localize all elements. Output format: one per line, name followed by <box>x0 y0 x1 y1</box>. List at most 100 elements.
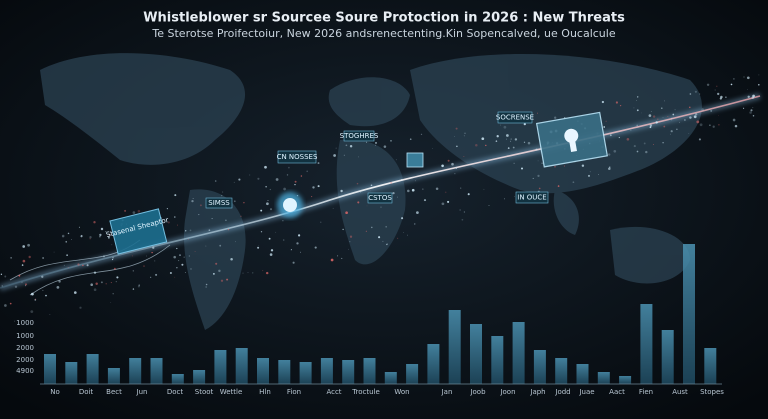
particle <box>30 310 34 313</box>
particle <box>131 255 133 257</box>
particle <box>684 119 686 121</box>
particle <box>115 281 117 283</box>
particle <box>716 85 718 87</box>
particle <box>390 140 392 142</box>
particle <box>360 192 361 193</box>
particle <box>56 286 60 289</box>
bar <box>44 354 56 384</box>
particle <box>112 293 114 295</box>
particle <box>432 148 433 149</box>
particle <box>34 299 37 301</box>
x-axis-label: Juae <box>578 388 594 396</box>
particle <box>185 230 187 232</box>
particle <box>513 196 515 198</box>
particle <box>718 124 720 126</box>
particle <box>265 271 269 275</box>
particle <box>67 232 70 235</box>
particle <box>407 234 408 236</box>
particle <box>608 167 611 170</box>
particle <box>257 246 260 249</box>
x-axis-label: Won <box>394 388 409 396</box>
x-axis-label: Wettle <box>220 388 243 396</box>
particle <box>752 115 755 117</box>
particle <box>191 199 194 203</box>
particle <box>696 120 700 124</box>
particle <box>243 201 245 204</box>
particle <box>672 113 675 116</box>
particle <box>523 122 526 126</box>
particle <box>504 198 506 200</box>
particle <box>535 148 538 151</box>
particle <box>420 133 423 136</box>
particle <box>198 214 200 216</box>
particle <box>283 187 286 191</box>
particle <box>105 231 107 233</box>
particle <box>688 133 690 134</box>
bar <box>171 374 184 384</box>
bar <box>533 350 546 384</box>
particle <box>752 107 754 109</box>
particle <box>643 142 646 145</box>
particle <box>475 143 478 147</box>
particle <box>749 111 752 114</box>
particle <box>100 227 104 231</box>
particle <box>349 241 351 243</box>
particle <box>589 171 591 173</box>
particle <box>456 145 458 148</box>
particle <box>95 282 98 286</box>
particle <box>664 100 665 102</box>
map-label: CN NOSSES <box>277 153 318 161</box>
particle <box>615 101 618 104</box>
particle <box>79 306 82 309</box>
particle <box>649 124 653 127</box>
tag-box <box>205 197 233 209</box>
particle <box>65 241 67 243</box>
y-axis-label: 2000 <box>16 356 34 364</box>
particle <box>189 229 192 232</box>
particle <box>523 141 526 143</box>
particle <box>108 236 110 239</box>
particle <box>174 216 176 218</box>
particle <box>514 138 518 141</box>
particle <box>581 164 585 167</box>
particle <box>25 285 27 287</box>
particle <box>286 174 289 176</box>
map-label: SIMSS <box>208 199 230 207</box>
bar <box>470 324 482 384</box>
particle <box>188 238 189 240</box>
particle <box>31 292 34 296</box>
particle <box>390 181 393 184</box>
particle <box>609 166 611 168</box>
particle <box>497 119 498 120</box>
particle <box>265 186 267 188</box>
particle <box>332 207 334 209</box>
particle <box>626 137 630 141</box>
particle <box>220 279 224 282</box>
particle <box>572 181 575 184</box>
particle <box>181 263 184 266</box>
particle <box>167 221 170 224</box>
particle <box>601 100 605 104</box>
tag-box <box>515 191 549 204</box>
particle <box>290 249 292 250</box>
particle <box>693 115 697 119</box>
bar <box>406 364 419 384</box>
bar <box>235 348 248 384</box>
particle <box>532 177 534 179</box>
particle <box>662 141 664 144</box>
particle <box>758 84 760 86</box>
particle <box>447 159 450 162</box>
particle <box>485 144 487 147</box>
particle <box>699 93 701 95</box>
particle <box>184 272 186 274</box>
particle <box>342 228 344 231</box>
particle <box>507 147 510 149</box>
particle <box>282 220 284 222</box>
particle <box>743 76 745 78</box>
particle <box>609 134 612 137</box>
particle <box>636 100 637 101</box>
particle <box>288 166 290 169</box>
particle <box>34 298 37 300</box>
particle <box>78 226 80 228</box>
particle <box>401 217 404 220</box>
